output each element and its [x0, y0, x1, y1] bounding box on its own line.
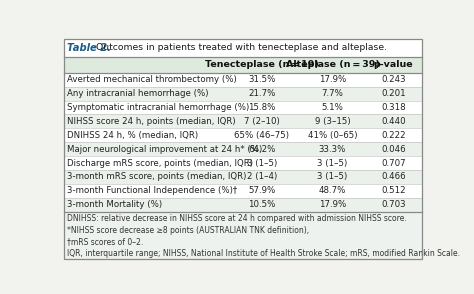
Text: 3 (1–5): 3 (1–5) — [318, 158, 348, 168]
Text: 0.243: 0.243 — [381, 75, 406, 84]
Text: †mRS scores of 0–2.: †mRS scores of 0–2. — [66, 238, 143, 247]
Bar — [64, 184, 422, 198]
Text: Table 2.: Table 2. — [66, 43, 110, 53]
Text: 21.7%: 21.7% — [248, 89, 275, 98]
Text: 9 (3–15): 9 (3–15) — [315, 117, 350, 126]
Text: 3-month Mortality (%): 3-month Mortality (%) — [66, 200, 162, 209]
Bar — [64, 198, 422, 212]
Bar — [64, 128, 422, 142]
Text: DNIHSS: relative decrease in NIHSS score at 24 h compared with admission NIHSS s: DNIHSS: relative decrease in NIHSS score… — [66, 214, 406, 223]
Text: 0.707: 0.707 — [381, 158, 406, 168]
Text: NIHSS score 24 h, points (median, IQR): NIHSS score 24 h, points (median, IQR) — [66, 117, 235, 126]
Text: Symptomatic intracranial hemorrhage (%): Symptomatic intracranial hemorrhage (%) — [66, 103, 249, 112]
Text: 48.7%: 48.7% — [319, 186, 346, 195]
Text: 5.1%: 5.1% — [322, 103, 344, 112]
Text: 2 (1–4): 2 (1–4) — [246, 172, 277, 181]
Bar — [64, 213, 422, 259]
Text: Discharge mRS score, points (median, IQR): Discharge mRS score, points (median, IQR… — [66, 158, 253, 168]
Text: 10.5%: 10.5% — [248, 200, 275, 209]
Bar — [64, 156, 422, 170]
Bar — [64, 114, 422, 128]
Text: 7.7%: 7.7% — [322, 89, 344, 98]
Text: 0.440: 0.440 — [381, 117, 406, 126]
Text: 57.9%: 57.9% — [248, 186, 275, 195]
Bar — [64, 142, 422, 156]
Text: 15.8%: 15.8% — [248, 103, 275, 112]
Text: 31.5%: 31.5% — [248, 75, 275, 84]
Text: 0.046: 0.046 — [381, 145, 406, 154]
Text: 0.222: 0.222 — [381, 131, 406, 140]
Text: 0.466: 0.466 — [381, 172, 406, 181]
Bar — [64, 73, 422, 87]
Text: p-value: p-value — [374, 60, 413, 69]
Bar — [64, 57, 422, 73]
Text: 64.2%: 64.2% — [248, 145, 275, 154]
Text: 17.9%: 17.9% — [319, 75, 346, 84]
Text: Outcomes in patients treated with tenecteplase and alteplase.: Outcomes in patients treated with tenect… — [93, 43, 387, 52]
Text: 33.3%: 33.3% — [319, 145, 346, 154]
Text: *NIHSS score decrease ≥8 points (AUSTRALIAN TNK definition),: *NIHSS score decrease ≥8 points (AUSTRAL… — [66, 226, 309, 235]
Bar — [64, 101, 422, 114]
Text: Averted mechanical thrombectomy (%): Averted mechanical thrombectomy (%) — [66, 75, 237, 84]
Text: 65% (46–75): 65% (46–75) — [234, 131, 289, 140]
Bar — [64, 87, 422, 101]
Text: Any intracranial hemorrhage (%): Any intracranial hemorrhage (%) — [66, 89, 208, 98]
Text: 3 (1–5): 3 (1–5) — [246, 158, 277, 168]
Bar — [64, 170, 422, 184]
Text: 17.9%: 17.9% — [319, 200, 346, 209]
Text: Tenecteplase (n = 19): Tenecteplase (n = 19) — [205, 60, 319, 69]
Text: DNIHSS 24 h, % (median, IQR): DNIHSS 24 h, % (median, IQR) — [66, 131, 198, 140]
Text: 0.201: 0.201 — [381, 89, 406, 98]
Text: 3-month Functional Independence (%)†: 3-month Functional Independence (%)† — [66, 186, 237, 195]
Text: 0.703: 0.703 — [381, 200, 406, 209]
Text: Major neurological improvement at 24 h* (%): Major neurological improvement at 24 h* … — [66, 145, 262, 154]
Text: 0.318: 0.318 — [381, 103, 406, 112]
Text: 3 (1–5): 3 (1–5) — [318, 172, 348, 181]
Text: 0.512: 0.512 — [381, 186, 406, 195]
Text: IQR, interquartile range; NIHSS, National Institute of Health Stroke Scale; mRS,: IQR, interquartile range; NIHSS, Nationa… — [66, 249, 460, 258]
Text: 41% (0–65): 41% (0–65) — [308, 131, 357, 140]
Text: Alteplase (n = 39): Alteplase (n = 39) — [286, 60, 380, 69]
Text: 7 (2–10): 7 (2–10) — [244, 117, 280, 126]
Text: 3-month mRS score, points (median, IQR): 3-month mRS score, points (median, IQR) — [66, 172, 246, 181]
Bar — [64, 39, 422, 57]
